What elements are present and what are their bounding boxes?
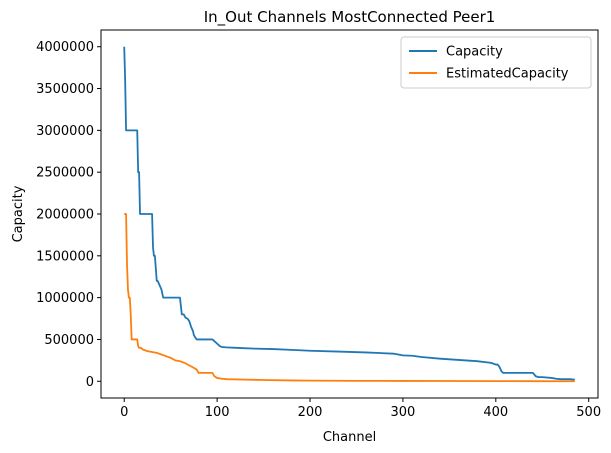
x-tick-label: 200	[298, 405, 323, 420]
y-tick-label: 0	[86, 375, 94, 390]
y-tick-label: 500000	[44, 333, 94, 348]
y-tick-label: 3000000	[36, 124, 94, 139]
x-tick-label: 0	[120, 405, 128, 420]
y-tick-label: 2500000	[36, 166, 94, 181]
legend-label-estimated-capacity: EstimatedCapacity	[446, 67, 569, 82]
legend-label-capacity: Capacity	[446, 45, 503, 60]
x-axis-label: Channel	[323, 430, 376, 445]
series-line-1	[124, 213, 575, 383]
legend-box	[400, 36, 592, 89]
x-tick-label: 500	[576, 405, 601, 420]
series-layer	[123, 46, 575, 383]
y-tick-label: 3500000	[36, 82, 94, 97]
x-tick-label: 400	[483, 405, 508, 420]
y-tick-label: 2000000	[36, 208, 94, 223]
y-axis-ticks: 0 500000 1000000 1500000 2000000 2500000 30000…	[36, 40, 101, 390]
y-tick-label: 1500000	[36, 249, 94, 264]
x-tick-label: 300	[391, 405, 416, 420]
series-line-0	[123, 46, 575, 381]
y-axis-label: Capacity	[11, 185, 26, 242]
y-tick-label: 4000000	[36, 40, 94, 55]
legend: Capacity EstimatedCapacity	[400, 36, 592, 89]
chart-title: In_Out Channels MostConnected Peer1	[204, 8, 496, 27]
x-tick-label: 100	[205, 405, 230, 420]
y-tick-label: 1000000	[36, 291, 94, 306]
x-axis-ticks: 0 100 200 300 400 500	[120, 398, 601, 420]
